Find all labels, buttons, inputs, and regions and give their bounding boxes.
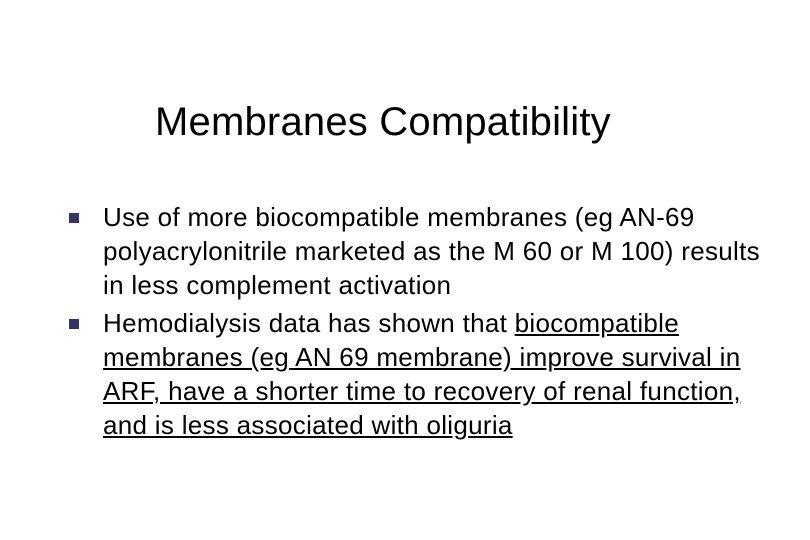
slide-body: Use of more biocompatible membranes (eg … [65,200,765,446]
slide: Membranes Compatibility Use of more bioc… [0,0,810,540]
square-bullet-icon [69,319,79,329]
bullet-text-prefix: Hemodialysis data has shown that [103,308,515,338]
bullet-text: Use of more biocompatible membranes (eg … [103,200,765,302]
bullet-item: Hemodialysis data has shown that biocomp… [65,306,765,442]
slide-title: Membranes Compatibility [155,100,611,145]
bullet-item: Use of more biocompatible membranes (eg … [65,200,765,302]
square-bullet-icon [69,213,79,223]
bullet-text: Hemodialysis data has shown that biocomp… [103,306,765,442]
